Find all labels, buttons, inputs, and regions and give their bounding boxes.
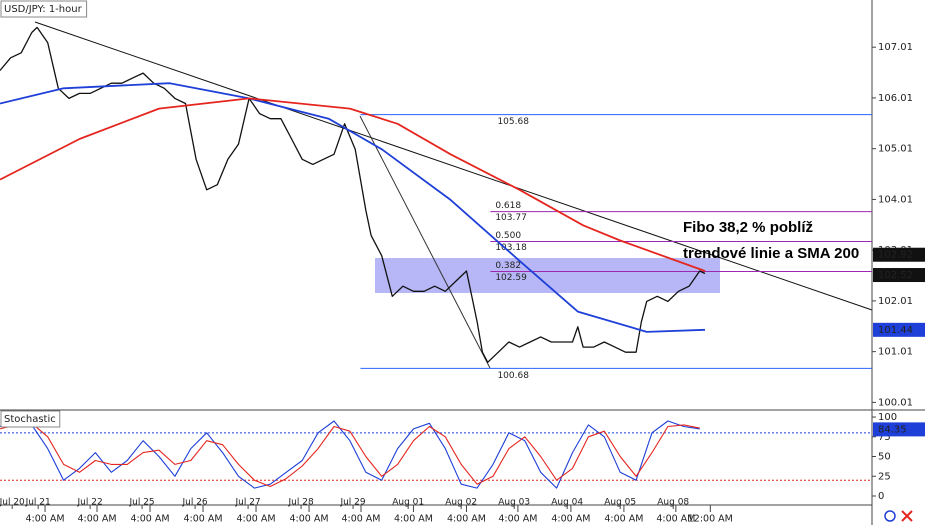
y-tick-label: 25 xyxy=(878,471,891,482)
panel-title-box xyxy=(0,410,61,428)
x-time-label: 4:00 AM xyxy=(26,514,65,525)
price-badge xyxy=(873,268,925,283)
x-time-label: 4:00 AM xyxy=(604,514,643,525)
x-tick-label: Aug 05 xyxy=(604,498,636,508)
panel-title: USD/JPY: 1-hour xyxy=(4,4,83,15)
x-time-label: 4:00 AM xyxy=(341,514,380,525)
y-tick-label: 75 xyxy=(878,432,891,443)
fib-ratio: 0.382 xyxy=(495,261,521,271)
x-tick-label: Aug 08 xyxy=(657,498,689,508)
x-time-label: 4:00 AM xyxy=(498,514,537,525)
price-badge-label: 102.92 xyxy=(878,250,913,261)
x-time-label: 4:00 AM xyxy=(551,514,590,525)
x-tick-label: Aug 02 xyxy=(445,498,477,508)
toolbar-icons[interactable] xyxy=(884,510,913,522)
x-tick-label: Aug 03 xyxy=(498,498,530,508)
series-line xyxy=(0,26,706,363)
annotation: Fibo 38,2 % poblíž xyxy=(683,219,813,236)
price-badge xyxy=(873,422,925,437)
panel-title-box xyxy=(0,0,88,18)
y-tick-label: 102.01 xyxy=(878,296,913,307)
x-time-label: 4:00 AM xyxy=(237,514,276,525)
fib-ratio: 0.500 xyxy=(495,231,521,241)
trendline xyxy=(34,21,873,311)
x-tick-label: Jul 26 xyxy=(181,498,207,508)
x-time-label: 4:00 AM xyxy=(183,514,222,525)
x-time-label: 4:00 AM xyxy=(656,514,695,525)
price-badge-label: 102.52 xyxy=(878,270,913,281)
x-tick-label: Jul 22 xyxy=(77,498,103,508)
series-line xyxy=(0,420,700,489)
fib-value: 102.59 xyxy=(495,273,527,283)
x-tick-label: Jul 29 xyxy=(339,498,365,508)
price-badge xyxy=(873,247,925,262)
y-tick-label: 107.01 xyxy=(878,42,913,53)
fib-value: 103.77 xyxy=(495,213,527,223)
y-tick-label: 50 xyxy=(878,452,891,463)
y-tick-label: 105.01 xyxy=(878,144,913,155)
level-value: 105.68 xyxy=(497,117,529,127)
x-time-label: 4:00 AM xyxy=(447,514,486,525)
x-time-label: 4:00 AM xyxy=(77,514,116,525)
x-time-label: 12:00 AM xyxy=(688,514,733,525)
x-tick-label: Jul 28 xyxy=(288,498,314,508)
level-value: 100.68 xyxy=(497,371,529,381)
icon-link[interactable] xyxy=(884,510,896,522)
x-tick-label: Jul 25 xyxy=(128,498,154,508)
y-tick-label: 100.01 xyxy=(878,397,913,408)
x-time-label: 4:00 AM xyxy=(290,514,329,525)
icon-close[interactable] xyxy=(901,510,913,522)
y-tick-label: 106.01 xyxy=(878,93,913,104)
fib-value: 103.18 xyxy=(495,243,527,253)
highlight-zone xyxy=(375,258,720,293)
x-tick-label: Jul 21 xyxy=(25,498,51,508)
x-tick-label: Jul 27 xyxy=(234,498,260,508)
series-line xyxy=(0,422,700,488)
y-tick-label: 104.01 xyxy=(878,194,913,205)
price-badge-label: 101.44 xyxy=(878,325,913,336)
panel-title: Stochastic xyxy=(4,414,56,425)
x-time-label: 4:00 AM xyxy=(394,514,433,525)
y-tick-label: 0 xyxy=(878,491,884,502)
fib-ratio: 0.618 xyxy=(495,201,521,211)
x-time-label: 4:00 AM xyxy=(130,514,169,525)
fib-diagonal xyxy=(359,115,491,369)
price-badge-label: 84.35 xyxy=(878,424,907,435)
y-tick-label: 101.01 xyxy=(878,347,913,358)
price-badge xyxy=(873,322,925,337)
x-tick-label: Aug 04 xyxy=(551,498,583,508)
series-line xyxy=(0,97,706,272)
y-tick-label: 100 xyxy=(878,412,897,423)
annotation: trendové linie a SMA 200 xyxy=(683,245,859,262)
x-tick-label: Jul 20 xyxy=(0,498,25,508)
x-tick-label: Aug 01 xyxy=(392,498,424,508)
series-line xyxy=(0,82,706,333)
